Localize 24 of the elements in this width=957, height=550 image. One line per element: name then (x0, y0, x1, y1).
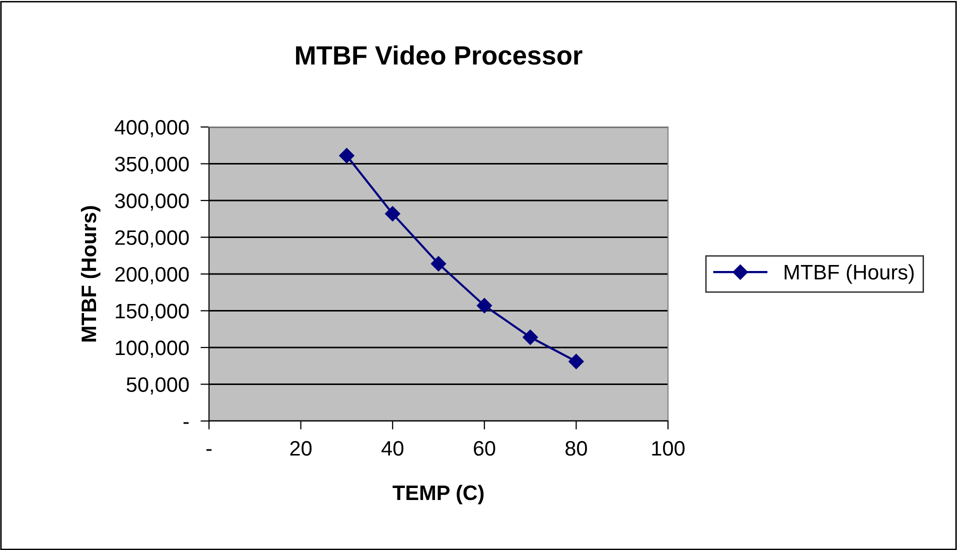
point (522, 330, 538, 345)
legend-label: MTBF (Hours) (784, 264, 914, 284)
y-tick-label: 250,000 (115, 230, 189, 248)
point (476, 298, 492, 314)
y-tick-label: 300,000 (115, 194, 189, 211)
y-tick-label: 50,000 (126, 377, 189, 394)
y-axis-title: MTBF (Hours) (80, 206, 100, 342)
point (339, 148, 354, 164)
x-tick-label: 80 (566, 440, 587, 456)
y-tick-label: 150,000 (116, 304, 189, 321)
x-tick-label: 40 (381, 440, 404, 456)
point (430, 256, 446, 272)
y-tick-label: 350,000 (115, 156, 189, 174)
y-tick-label: 200,000 (115, 267, 189, 284)
x-axis-title: TEMP (C) (392, 484, 484, 504)
y-tick-label: 400,000 (114, 120, 189, 138)
chart-title: MTBF Video Processor (296, 45, 582, 65)
y-tick-label: 100,000 (116, 340, 189, 358)
point (568, 354, 584, 370)
x-tick-label: 20 (290, 440, 312, 456)
point (385, 206, 400, 222)
x-tick-label: 100 (652, 440, 685, 456)
x-tick-label: 60 (474, 440, 496, 456)
y-tick-label: - (184, 422, 189, 424)
